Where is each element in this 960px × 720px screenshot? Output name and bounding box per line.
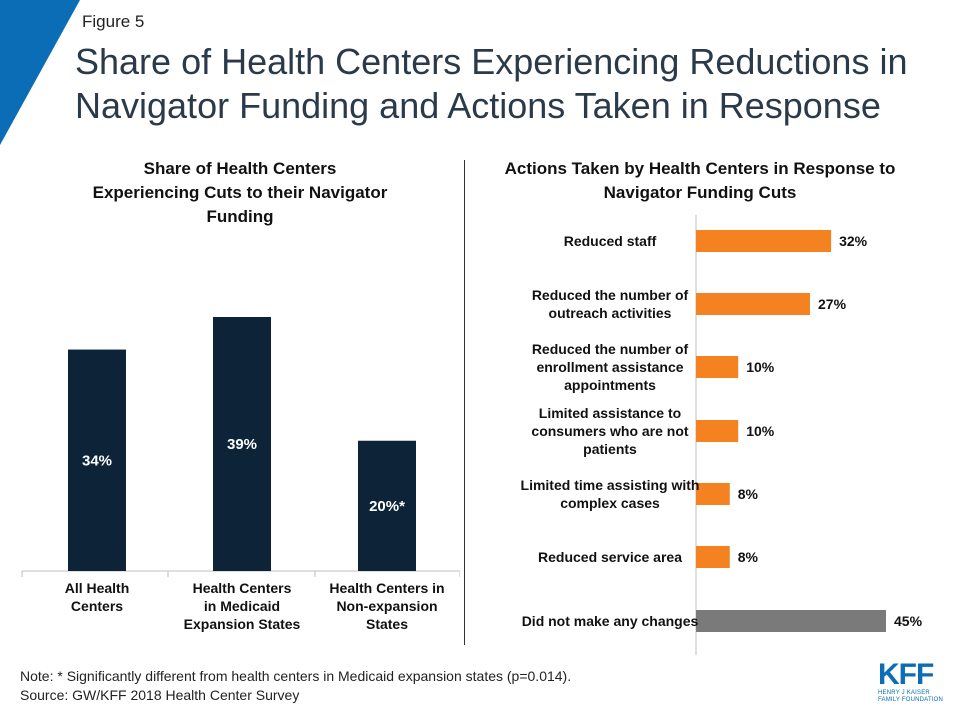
left-category-label: Health Centers in: [329, 580, 444, 596]
right-category-label: outreach activities: [549, 305, 672, 321]
right-bar: [696, 483, 730, 505]
left-panel-title: Share of Health Centers Experiencing Cut…: [92, 159, 388, 226]
left-category-label: Centers: [71, 598, 123, 614]
left-category-label: All Health: [65, 580, 130, 596]
right-bar-value-label: 8%: [738, 486, 759, 502]
kff-logo: KFF HENRY J KAISER FAMILY FOUNDATION: [878, 660, 948, 708]
left-category-label: Health Centers: [193, 580, 292, 596]
right-bar: [696, 420, 739, 442]
right-bar-value-label: 8%: [738, 549, 759, 565]
left-bar-value-label: 20%*: [369, 498, 405, 515]
right-category-label: enrollment assistance: [536, 359, 683, 375]
right-panel-title: Actions Taken by Health Centers in Respo…: [504, 159, 896, 202]
page-title: Share of Health Centers Experiencing Red…: [75, 41, 908, 126]
left-bar-value-label: 39%: [227, 436, 257, 453]
right-bar-value-label: 45%: [894, 613, 923, 629]
right-bar: [696, 230, 832, 252]
right-category-label: Reduced service area: [538, 549, 682, 565]
left-bar: [213, 317, 271, 571]
right-bar: [696, 546, 730, 568]
right-bar-value-label: 32%: [839, 233, 868, 249]
right-bar: [696, 293, 810, 315]
source-text: Source: GW/KFF 2018 Health Center Survey: [20, 687, 300, 703]
right-bar-value-label: 10%: [746, 423, 775, 439]
logo-sub-line1: HENRY J KAISER: [878, 690, 930, 696]
right-bar: [696, 356, 739, 378]
left-category-label: Non-expansion: [336, 598, 437, 614]
right-category-label: Limited time assisting with: [521, 477, 700, 493]
left-category-label: in Medicaid: [204, 598, 280, 614]
right-bar-value-label: 10%: [746, 359, 775, 375]
left-bar-chart: 34% All Health Centers 39% Health Centers in …: [21, 317, 460, 632]
right-bar: [696, 610, 886, 632]
left-bar-value-label: 34%: [82, 452, 112, 469]
right-bar-chart: 32% Reduced staff 27% Reduced the number of…: [521, 215, 923, 655]
right-category-label: Did not make any changes: [522, 613, 699, 629]
left-bar: [68, 349, 126, 571]
note-text: Note: * Significantly different from hea…: [20, 668, 572, 684]
right-category-label: Reduced the number of: [532, 287, 689, 303]
panel-divider: [464, 160, 465, 645]
figure-label: Figure 5: [82, 12, 145, 31]
right-category-label: consumers who are not: [531, 423, 688, 439]
right-category-label: complex cases: [560, 495, 660, 511]
left-bar: [358, 440, 416, 571]
right-bar-value-label: 27%: [818, 296, 847, 312]
corner-accent-triangle: [0, 0, 80, 145]
footnote: Note: * Significantly different from hea…: [20, 667, 571, 705]
right-category-label: Limited assistance to: [539, 405, 681, 421]
left-category-label: States: [366, 616, 408, 632]
right-category-label: Reduced the number of: [532, 341, 689, 357]
right-category-label: appointments: [564, 377, 656, 393]
left-category-label: Expansion States: [184, 616, 301, 632]
logo-mark: KFF: [878, 658, 934, 691]
logo-sub-line2: FAMILY FOUNDATION: [878, 697, 944, 703]
right-category-label: Reduced staff: [564, 233, 657, 249]
right-category-label: patients: [583, 441, 637, 457]
